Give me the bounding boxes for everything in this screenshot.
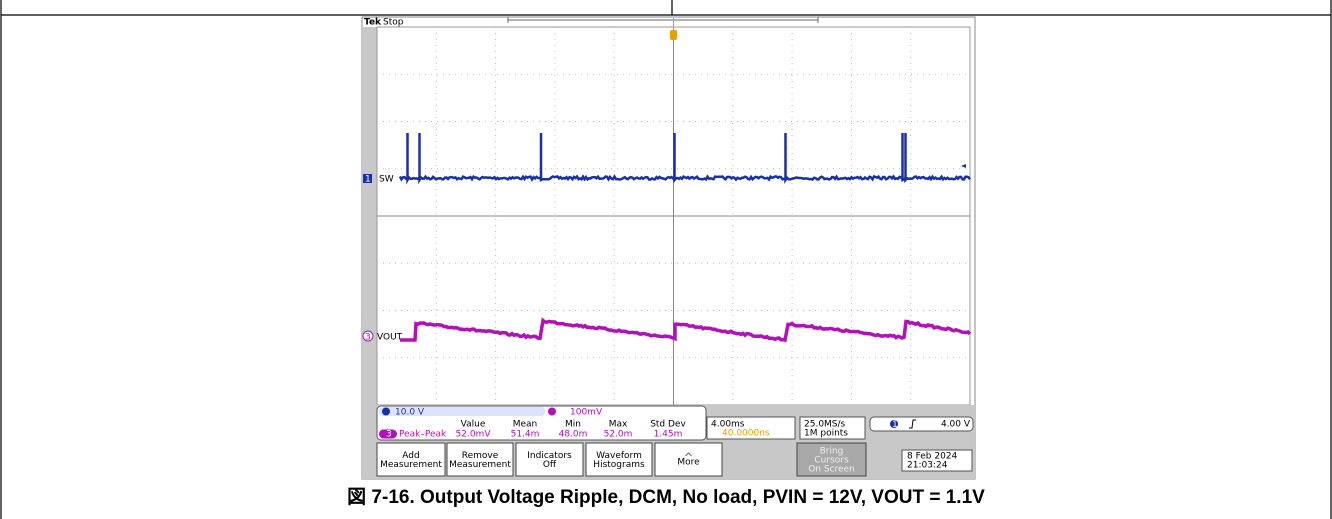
ch3-scale: 100mV — [570, 408, 603, 418]
buttons: AddMeasurementRemoveMeasurementIndicator… — [376, 442, 867, 477]
ch3-number: 3 — [365, 333, 371, 343]
button-label: Measurement — [380, 460, 442, 470]
datetime-box — [901, 449, 973, 472]
measurement-name: Peak–Peak — [399, 430, 447, 440]
record-bar — [507, 17, 819, 23]
measurement-header: Max — [609, 420, 628, 430]
measurement-value: 52.0m — [604, 430, 633, 440]
sample-rate: 25.0MS/s — [804, 420, 846, 430]
button-label: Cursors — [814, 456, 849, 466]
date: 8 Feb 2024 — [907, 452, 958, 462]
trigger-marker — [670, 18, 677, 40]
measurement-value: 1.45m — [654, 430, 683, 440]
measurement-value: 51.4m — [511, 430, 540, 440]
button — [446, 442, 514, 477]
measurement-header: Min — [565, 420, 581, 430]
sw-trace — [398, 133, 971, 185]
record-length: 1M points — [804, 429, 848, 439]
caption: 図 7-16. Output Voltage Ripple, DCM, No l… — [347, 486, 985, 508]
button — [515, 442, 584, 477]
button-label: More — [677, 458, 700, 468]
timebase-scale: 4.00ms — [711, 420, 745, 430]
ch1-marker — [363, 174, 372, 183]
time: 21:03:24 — [907, 461, 948, 471]
trigger-dot — [890, 420, 898, 428]
measurement-table: Value Mean Min Max Std Dev 3 Peak–Peak 52.0mV 51… — [379, 420, 686, 440]
button-label: Bring — [820, 447, 844, 457]
measurement-value: 52.0mV — [456, 430, 492, 440]
timebase-box — [706, 416, 796, 440]
button — [585, 442, 653, 477]
button — [796, 442, 867, 477]
ch1-dot — [382, 407, 390, 416]
grid — [377, 27, 970, 405]
trigger-channel: 1 — [892, 420, 898, 430]
brand: Tek — [364, 18, 382, 28]
ch1-number: 1 — [365, 175, 371, 185]
button-label: Histograms — [593, 460, 645, 470]
measurement-header: Std Dev — [650, 420, 686, 430]
ch3-dot — [548, 407, 556, 416]
acquisition-box — [799, 416, 866, 440]
button-label: Add — [402, 451, 419, 461]
ch3-label: VOUT — [377, 333, 403, 343]
button-label: Remove — [462, 451, 499, 461]
button-label: Measurement — [449, 460, 511, 470]
button-label: Waveform — [596, 451, 642, 461]
button-icon — [685, 452, 692, 457]
trigger-level-marker — [961, 164, 966, 168]
button — [376, 442, 446, 477]
measurement-value: 48.0m — [559, 430, 588, 440]
button — [654, 442, 723, 477]
ch3-marker — [362, 330, 374, 342]
state: Stop — [383, 18, 404, 28]
measurement-header: Mean — [513, 420, 538, 430]
button-label: On Screen — [808, 465, 855, 475]
button-label: Off — [543, 460, 557, 470]
side-strip — [362, 27, 377, 405]
trigger-level: 4.00 V — [941, 420, 971, 430]
ch1-label: SW — [379, 175, 394, 185]
ch1-pill — [379, 407, 545, 416]
ch1-scale: 10.0 V — [395, 408, 425, 418]
measurement-header: Value — [461, 420, 486, 430]
button-label: Indicators — [527, 451, 572, 461]
measurement-pill — [379, 429, 397, 439]
timebase-delay: 40.0000ns — [722, 429, 770, 439]
vout-trace — [400, 317, 972, 343]
trigger-slope — [909, 419, 916, 429]
measurement-channel: 3 — [386, 430, 392, 440]
